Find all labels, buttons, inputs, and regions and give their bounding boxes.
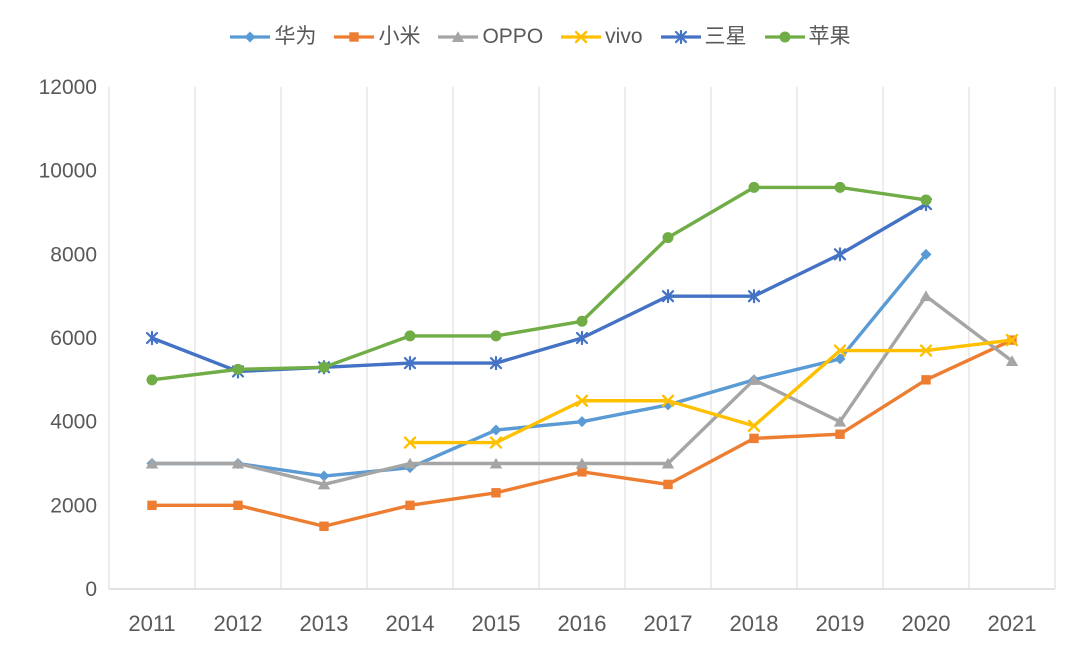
square-marker <box>749 433 759 444</box>
circle-marker <box>232 363 244 375</box>
x-marker <box>1005 333 1019 347</box>
y-axis-tick-label: 6000 <box>50 327 97 350</box>
circle-marker <box>490 330 502 342</box>
asterisk-marker <box>403 356 417 371</box>
circle-marker <box>662 232 674 244</box>
x-marker <box>747 419 761 433</box>
x-marker <box>489 436 503 449</box>
triangle-marker <box>145 457 159 469</box>
triangle-marker <box>575 457 589 469</box>
x-marker <box>575 394 589 407</box>
diamond-marker <box>576 416 588 428</box>
asterisk-marker <box>489 356 503 371</box>
square-marker <box>663 479 673 490</box>
x-axis-tick-label: 2012 <box>214 611 263 636</box>
triangle-marker <box>661 457 675 469</box>
asterisk-marker <box>833 247 847 262</box>
square-marker <box>921 375 931 385</box>
x-axis-tick-label: 2011 <box>128 611 175 636</box>
x-axis-tick-label: 2018 <box>730 611 779 636</box>
y-axis-tick-label: 8000 <box>50 243 97 266</box>
y-axis-tick-label: 12000 <box>39 76 97 99</box>
asterisk-marker <box>145 330 159 346</box>
circle-marker <box>748 181 760 193</box>
y-axis-tick-label: 10000 <box>39 160 97 183</box>
x-marker <box>919 344 933 357</box>
x-axis-tick-label: 2021 <box>988 611 1037 636</box>
circle-marker <box>404 330 416 342</box>
x-axis-tick-label: 2016 <box>558 611 607 636</box>
x-marker <box>403 436 417 449</box>
series-line <box>150 252 928 478</box>
triangle-marker <box>747 374 761 385</box>
diamond-marker <box>490 424 502 436</box>
square-marker <box>405 500 415 511</box>
triangle-marker <box>403 457 417 469</box>
triangle-marker <box>317 478 331 490</box>
circle-marker <box>146 374 158 386</box>
triangle-marker <box>231 457 245 469</box>
circle-marker <box>576 315 588 327</box>
square-marker <box>835 429 845 439</box>
asterisk-marker <box>747 289 761 304</box>
triangle-marker <box>919 290 933 302</box>
triangle-marker <box>1005 355 1019 367</box>
x-marker <box>661 394 675 407</box>
x-marker <box>833 344 847 357</box>
asterisk-marker <box>575 330 589 346</box>
x-axis-tick-label: 2015 <box>472 611 521 636</box>
y-axis-tick-label: 4000 <box>50 411 97 434</box>
circle-marker <box>834 181 846 193</box>
square-marker <box>319 521 329 531</box>
diamond-marker <box>834 353 846 365</box>
series-line <box>150 185 928 382</box>
diamond-marker <box>318 470 330 482</box>
x-axis-tick-label: 2017 <box>644 611 693 636</box>
circle-marker <box>318 361 330 373</box>
x-axis-tick-label: 2013 <box>300 611 349 636</box>
x-axis-tick-label: 2014 <box>386 611 435 636</box>
square-marker <box>577 467 587 477</box>
x-axis-tick-label: 2019 <box>816 611 865 636</box>
x-axis-tick-label: 2020 <box>902 611 951 636</box>
square-marker <box>147 500 157 511</box>
y-axis-tick-label: 2000 <box>50 494 97 517</box>
triangle-marker <box>489 457 503 469</box>
triangle-marker <box>833 415 847 427</box>
asterisk-marker <box>661 289 675 304</box>
circle-marker <box>920 194 932 206</box>
y-axis-tick-label: 0 <box>85 578 97 601</box>
square-marker <box>233 500 243 511</box>
square-marker <box>491 488 501 498</box>
diamond-marker <box>920 248 932 260</box>
series-line <box>408 338 1014 445</box>
